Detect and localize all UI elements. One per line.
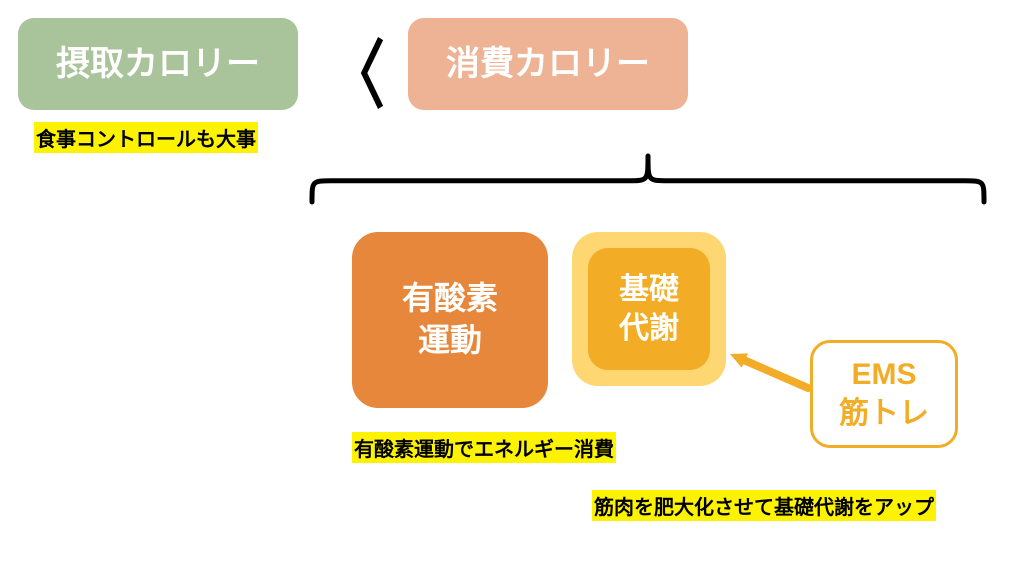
arrow-icon bbox=[712, 336, 826, 406]
aerobic-box: 有酸素 運動 bbox=[352, 232, 548, 408]
muscle-note: 筋肉を肥大化させて基礎代謝をアップ bbox=[592, 490, 936, 521]
less-than-icon: 〈 bbox=[329, 16, 385, 123]
consume-calorie-box: 消費カロリー bbox=[408, 18, 688, 110]
ems-box: EMS 筋トレ bbox=[810, 340, 958, 448]
basal-box: 基礎 代謝 bbox=[588, 248, 710, 370]
diet-note: 食事コントロールも大事 bbox=[34, 122, 258, 153]
aerobic-note: 有酸素運動でエネルギー消費 bbox=[352, 432, 616, 463]
brace-icon bbox=[308, 150, 988, 206]
intake-calorie-box: 摂取カロリー bbox=[18, 18, 298, 110]
